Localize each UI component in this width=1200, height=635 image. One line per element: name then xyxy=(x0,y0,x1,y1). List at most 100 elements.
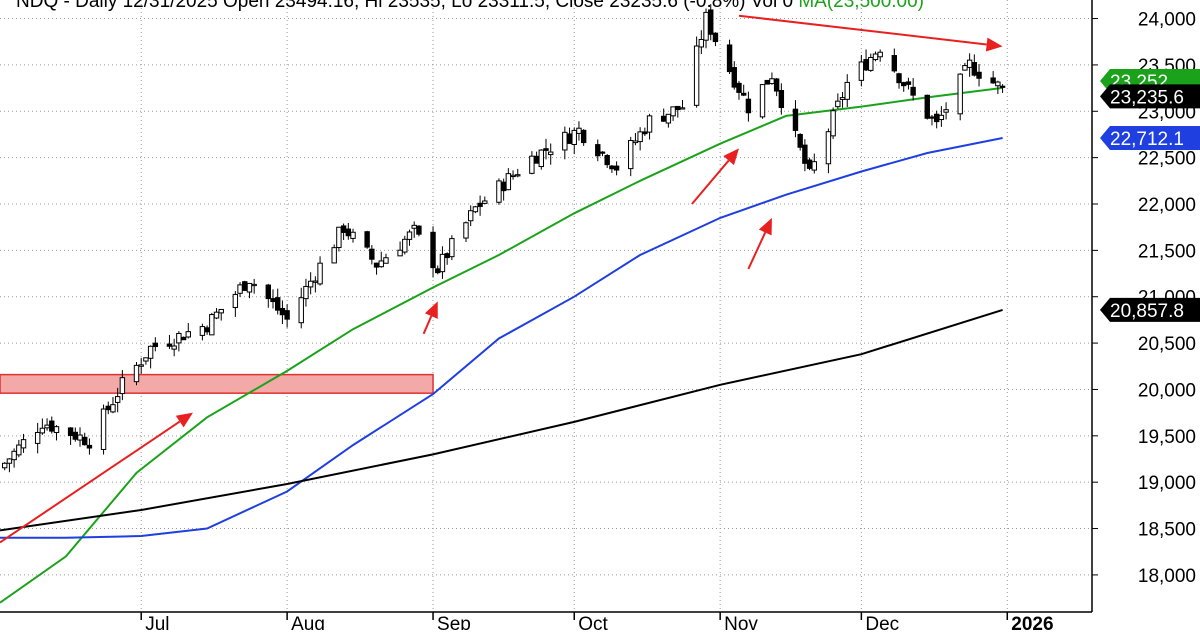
candle-body xyxy=(6,458,13,464)
candle-body xyxy=(971,62,978,76)
candle-body xyxy=(402,238,408,253)
candle-body xyxy=(406,231,413,240)
candle-body xyxy=(698,38,705,48)
candle-body xyxy=(679,107,686,110)
candle-body xyxy=(463,222,469,239)
trend-arrow-head xyxy=(175,412,193,428)
candle-body xyxy=(773,78,780,92)
candle-body xyxy=(905,81,912,85)
y-tick-label: 22,500 xyxy=(1138,149,1196,170)
candle-body xyxy=(769,78,775,85)
candle-body xyxy=(976,71,982,79)
candle-body xyxy=(510,174,516,178)
candle-body xyxy=(331,247,337,264)
candle-body xyxy=(957,73,963,115)
candle-body xyxy=(209,314,215,336)
candle-body xyxy=(176,332,182,344)
candle-body xyxy=(731,67,737,88)
candle-body xyxy=(345,228,352,237)
candle-body xyxy=(467,210,474,222)
candle-body xyxy=(797,133,803,148)
candle-body xyxy=(20,439,27,449)
candle-body xyxy=(929,116,935,119)
candle-body xyxy=(171,345,177,350)
candle-body xyxy=(307,280,314,288)
candle-body xyxy=(675,105,681,111)
x-tick-label: Oct xyxy=(578,614,608,630)
candle-body xyxy=(566,133,573,144)
candle-body xyxy=(49,420,55,432)
candle-body xyxy=(53,426,60,434)
y-tick-label: 21,500 xyxy=(1138,241,1196,262)
candle-body xyxy=(340,225,347,233)
price-tag xyxy=(1100,84,1200,109)
candle-body xyxy=(712,32,719,43)
candle-body xyxy=(218,308,224,314)
moving-average-line xyxy=(0,86,1003,604)
candle-body xyxy=(703,11,709,41)
candle-body xyxy=(571,129,577,145)
candle-body xyxy=(515,174,521,177)
candle-body xyxy=(72,431,79,440)
y-tick-label: 20,500 xyxy=(1138,334,1196,355)
moving-average-line xyxy=(0,308,1003,532)
candle-body xyxy=(114,396,121,403)
trend-arrow-shaft xyxy=(691,159,730,205)
price-tag xyxy=(1100,297,1200,322)
trend-arrow-head xyxy=(758,217,772,236)
candle-body xyxy=(138,364,144,367)
candle-body xyxy=(896,73,902,84)
candle-body xyxy=(764,79,770,85)
candle-body xyxy=(279,307,286,316)
candle-body xyxy=(693,45,700,106)
candle-body xyxy=(237,284,243,294)
candle-body xyxy=(34,431,41,444)
candle-body xyxy=(604,155,610,166)
candle-body xyxy=(39,427,46,434)
candle-body xyxy=(246,282,253,293)
candle-body xyxy=(844,81,850,100)
candle-body xyxy=(430,231,436,269)
candle-body xyxy=(745,98,752,114)
candle-body xyxy=(637,131,643,143)
candle-body xyxy=(740,92,747,96)
candle-body xyxy=(16,444,22,456)
candle-body xyxy=(496,180,502,203)
candle-body xyxy=(877,51,883,58)
candle-body xyxy=(726,44,733,73)
x-tick-label: Aug xyxy=(291,614,325,630)
candle-body xyxy=(835,100,841,108)
candle-body xyxy=(11,450,17,461)
candle-body xyxy=(119,377,126,395)
trend-arrow-shaft xyxy=(0,420,181,544)
price-tag xyxy=(1100,125,1200,150)
candle-body xyxy=(990,77,996,84)
candle-body xyxy=(995,81,1001,87)
candle-body xyxy=(642,131,648,135)
candle-body xyxy=(2,462,8,469)
candle-body xyxy=(966,59,973,68)
candle-body xyxy=(595,144,601,157)
candle-body xyxy=(133,364,140,383)
candle-body xyxy=(599,151,606,154)
moving-average-line xyxy=(0,137,1003,539)
y-tick-label: 18,500 xyxy=(1138,520,1196,541)
trend-arrow-shaft xyxy=(422,315,433,335)
trend-arrow-head xyxy=(985,37,1003,52)
x-tick-label: Jul xyxy=(145,614,169,630)
candle-body xyxy=(383,257,389,264)
candle-body xyxy=(613,165,620,171)
candle-body xyxy=(609,165,615,170)
candle-body xyxy=(665,113,672,124)
candle-body xyxy=(538,149,544,168)
candle-body xyxy=(350,231,356,239)
candle-body xyxy=(562,131,568,151)
y-tick-label: 22,000 xyxy=(1138,195,1196,216)
candle-body xyxy=(435,268,441,274)
y-tick-label: 20,000 xyxy=(1138,380,1196,401)
candle-body xyxy=(110,404,116,413)
candle-body xyxy=(576,127,582,134)
candle-body xyxy=(265,284,271,300)
candle-body xyxy=(580,129,587,144)
